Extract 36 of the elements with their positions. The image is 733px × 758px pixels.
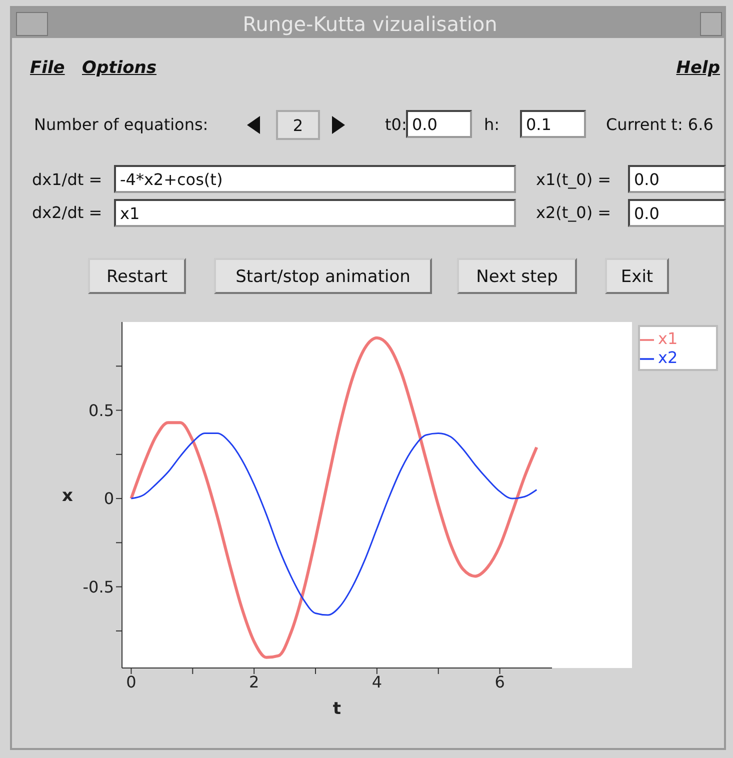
y-axis-title: x [62,486,73,506]
text: 0.0 [628,199,726,227]
text: 2 [276,110,320,140]
x-axis-title: t [332,699,342,719]
text: 0.1 [520,110,586,138]
text: Next step [457,258,577,294]
legend-label: x1 [658,329,678,348]
text: Exit [605,258,669,294]
text: x1(t_0) = [536,170,612,189]
text: Number of equations: [34,115,210,134]
line-series [130,432,538,616]
x-tick-label: 4 [372,672,382,692]
text: x1 [114,199,516,227]
chart-title: Runge-Kutta vizualisation [242,12,498,36]
y-tick-label: 0 [104,489,114,508]
x-tick-label: 0 [126,672,136,692]
line-series [130,336,538,659]
y-tick-label: -0.5 [82,577,114,596]
x-tick-label: 2 [248,672,260,692]
text: Start/stop animation [214,258,432,294]
text: 0.0 [406,110,472,138]
text: -4*x2+cos(t) [114,165,516,193]
text: dx2/dt = [32,203,104,222]
legend-label: x2 [658,348,678,367]
text: Current t: 6.6 [606,115,714,134]
text: dx1/dt = [32,170,104,189]
text: Help [675,58,720,78]
text: h: [484,115,501,134]
y-tick-label: 0.5 [88,400,114,420]
text: 0.0 [628,165,726,193]
text: t0: [385,115,407,134]
text: x2(t_0) = [536,203,612,222]
text: File [30,58,66,78]
x-tick-label: 6 [494,672,505,692]
text: Restart [88,258,186,294]
text: Options [82,58,158,78]
